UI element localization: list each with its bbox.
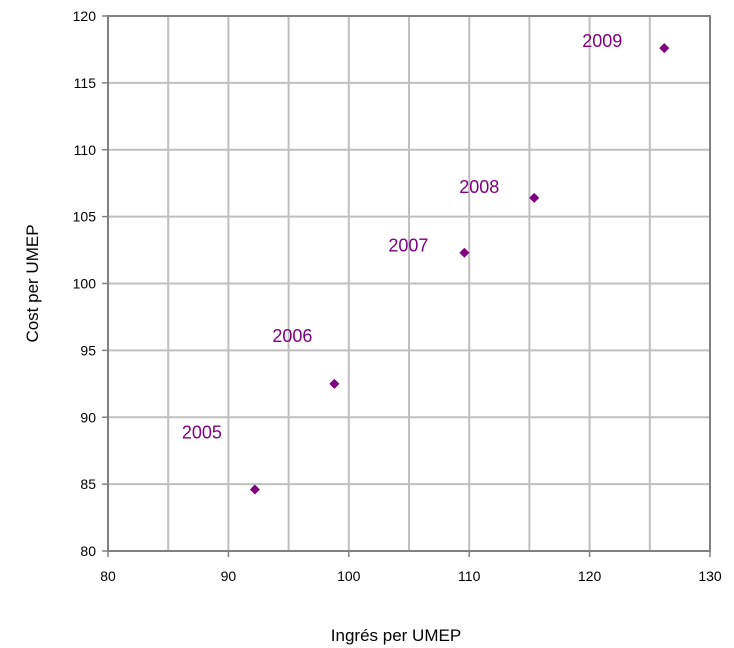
data-label-2006: 2006 bbox=[272, 326, 312, 346]
y-tick-label: 115 bbox=[74, 75, 97, 91]
y-axis: 80 85 90 95 100 105 110 115 120 bbox=[73, 8, 108, 559]
x-tick-label: 100 bbox=[337, 568, 361, 584]
x-axis-title: Ingrés per UMEP bbox=[331, 626, 461, 645]
x-tick-label: 130 bbox=[698, 568, 722, 584]
y-tick-label: 105 bbox=[73, 209, 97, 225]
data-label-2005: 2005 bbox=[182, 422, 222, 442]
x-tick-label: 80 bbox=[100, 568, 116, 584]
data-label-2007: 2007 bbox=[388, 236, 428, 256]
grid bbox=[108, 16, 710, 551]
data-point-2007 bbox=[459, 247, 470, 258]
data-point-2008 bbox=[529, 192, 540, 203]
data-point-2005 bbox=[249, 484, 260, 495]
x-tick-label: 120 bbox=[578, 568, 602, 584]
data-labels: 2005 2006 2007 2008 2009 bbox=[182, 31, 622, 442]
data-points bbox=[249, 43, 670, 495]
y-tick-label: 90 bbox=[80, 409, 96, 425]
data-label-2009: 2009 bbox=[582, 31, 622, 51]
y-tick-label: 110 bbox=[74, 142, 97, 158]
data-label-2008: 2008 bbox=[459, 177, 499, 197]
x-axis: 80 90 100 110 120 130 bbox=[100, 551, 722, 584]
y-tick-label: 95 bbox=[80, 342, 96, 358]
y-tick-label: 85 bbox=[80, 476, 96, 492]
data-point-2006 bbox=[329, 378, 340, 389]
y-tick-label: 100 bbox=[73, 276, 97, 292]
x-tick-label: 110 bbox=[458, 568, 481, 584]
x-tick-label: 90 bbox=[221, 568, 237, 584]
data-point-2009 bbox=[659, 43, 670, 54]
y-tick-label: 120 bbox=[73, 8, 97, 24]
y-axis-title: Cost per UMEP bbox=[23, 224, 42, 342]
y-tick-label: 80 bbox=[80, 543, 96, 559]
